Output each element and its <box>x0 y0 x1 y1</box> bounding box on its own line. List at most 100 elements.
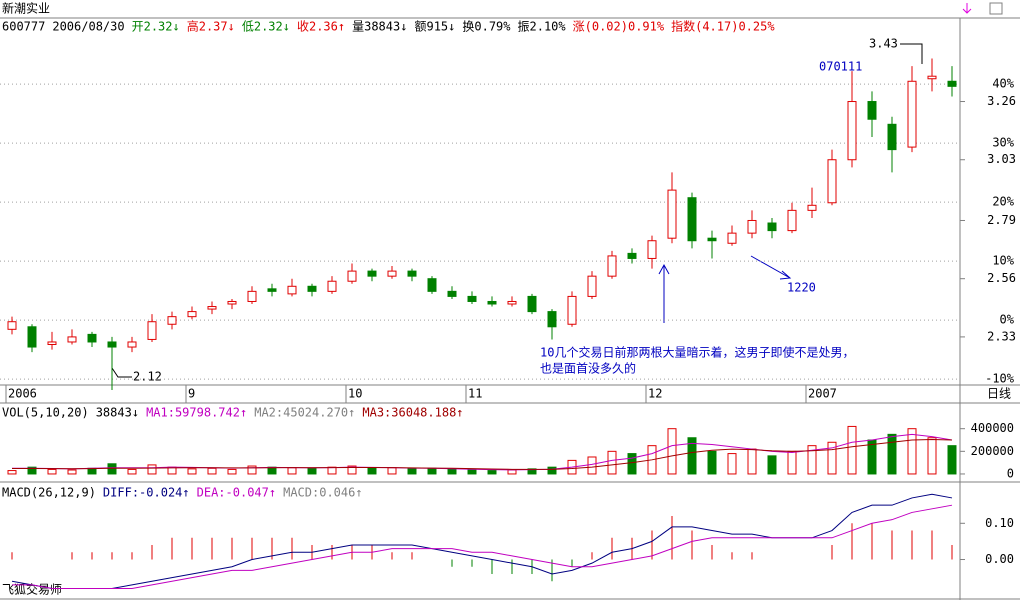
candle-body <box>807 204 817 211</box>
candle-body <box>887 123 897 151</box>
dip-arrow <box>750 255 792 280</box>
volume-bar <box>367 467 377 475</box>
y-tick-label: 3.03 <box>987 152 1016 166</box>
candle-body <box>467 295 477 302</box>
header-item: 振2.10% <box>518 20 567 34</box>
volume-bar <box>667 428 677 475</box>
scroll-icon[interactable] <box>962 3 972 14</box>
volume-bar <box>787 450 797 475</box>
volume-bar <box>547 466 557 475</box>
volume-bar <box>827 441 837 475</box>
volume-bar <box>707 450 717 475</box>
header-item: DIFF:-0.024↑ <box>103 486 190 500</box>
volume-bar <box>127 468 137 475</box>
volume-tick-label: 400000 <box>971 421 1014 435</box>
header-item: 开2.32↓ <box>132 20 180 34</box>
header-item: 额915↓ <box>414 20 455 34</box>
volume-bar <box>187 468 197 475</box>
volume-bar <box>287 467 297 475</box>
y2-tick-label: 30% <box>992 136 1014 150</box>
candle-body <box>227 300 237 305</box>
candle-body <box>647 240 657 259</box>
header-item: 量38843↓ <box>352 20 407 34</box>
y2-tick-label: 0% <box>1000 313 1015 327</box>
macd-tick-label: 0.00 <box>985 552 1014 566</box>
candle-body <box>187 311 197 318</box>
candle-body <box>47 341 57 346</box>
y-tick-label: 2.56 <box>987 271 1016 285</box>
candle-body <box>847 101 857 161</box>
volume-bar <box>307 467 317 475</box>
low-label: 2.12 <box>133 370 162 384</box>
dip-date: 1220 <box>787 281 816 295</box>
volume-bar <box>7 470 17 475</box>
header-item: DEA:-0.047↑ <box>197 486 276 500</box>
header-item: 600777 <box>2 20 45 34</box>
annotations: 3.43 2.12 070111 1220 10几个交易日前那两根大量暗示着，这… <box>111 37 923 384</box>
volume-bar <box>847 425 857 475</box>
volume-bar <box>767 455 777 475</box>
x-tick-label: 10 <box>348 387 362 401</box>
candle-body <box>427 278 437 292</box>
volume-tick-label: 0 <box>1007 466 1014 480</box>
candle-body <box>527 295 537 313</box>
candle-body <box>7 321 17 330</box>
volume-bar <box>627 453 637 475</box>
frames <box>0 17 1020 600</box>
volume-bar <box>587 456 597 475</box>
high-label: 3.43 <box>869 37 898 51</box>
volume-bar <box>487 470 497 475</box>
volume-bar <box>347 465 357 475</box>
header-item: 低2.32↓ <box>242 20 290 34</box>
volume-bar <box>407 468 417 475</box>
volume-bar <box>147 464 157 475</box>
candle-body <box>727 232 737 244</box>
y-tick-label: 2.79 <box>987 213 1016 227</box>
volume-bar <box>727 453 737 475</box>
volume-bar <box>427 467 437 475</box>
candle-body <box>907 80 917 148</box>
candle-body <box>947 80 957 87</box>
candle-body <box>827 159 837 204</box>
volume-bar <box>67 469 77 475</box>
x-tick-label: 11 <box>468 387 482 401</box>
candle-body <box>407 270 417 277</box>
volume-bar <box>247 465 257 475</box>
header-item: VOL(5,10,20) <box>2 406 89 420</box>
volume-bar <box>507 469 517 475</box>
volume-arrow <box>658 263 670 323</box>
window-button[interactable] <box>989 2 1003 15</box>
candle-body <box>667 189 677 239</box>
candle-body <box>567 295 577 325</box>
candle-body <box>347 270 357 282</box>
header-item: MACD:0.046↑ <box>283 486 362 500</box>
volume-ma-line <box>12 438 953 470</box>
candle-body <box>587 275 597 297</box>
volume-bar <box>807 445 817 475</box>
y-tick-label: 2.33 <box>987 329 1016 343</box>
macd-tick-label: 0.10 <box>985 516 1014 530</box>
stock-name: 新潮实业 <box>2 1 50 16</box>
x-tick-label: 2007 <box>808 387 837 401</box>
candle-body <box>367 270 377 277</box>
y2-tick-label: 10% <box>992 254 1014 268</box>
volume-bar <box>327 466 337 475</box>
header-item: MA3:36048.188↑ <box>362 406 463 420</box>
volume-bar <box>47 468 57 475</box>
volume-bar <box>947 445 957 475</box>
volume-bar <box>607 450 617 475</box>
peak-date: 070111 <box>819 60 862 74</box>
candle-body <box>327 280 337 292</box>
candle-body <box>147 321 157 340</box>
note-line: 10几个交易日前那两根大量暗示着，这男子即使不是处男， <box>540 345 854 360</box>
period-label[interactable]: 日线 <box>987 387 1011 401</box>
header-item: 高2.37↓ <box>187 19 235 34</box>
volume-bar <box>27 466 37 475</box>
header-item: MA1:59798.742↑ <box>146 406 247 420</box>
volume-bar <box>927 437 937 475</box>
x-tick-label: 2006 <box>8 387 37 401</box>
volume-bar <box>747 448 757 475</box>
candle-body <box>267 288 277 292</box>
header-item: 38843↓ <box>96 406 139 420</box>
